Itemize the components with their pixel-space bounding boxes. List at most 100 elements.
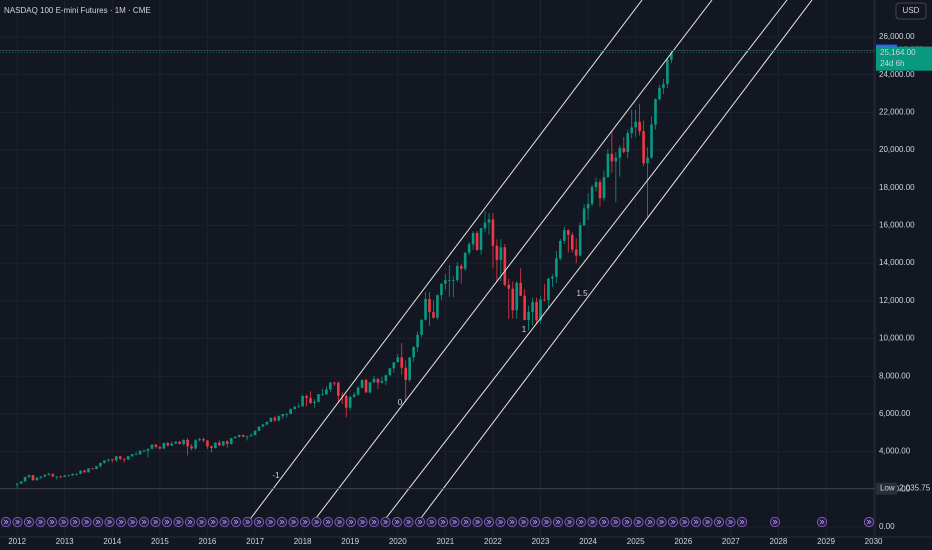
event-glyph xyxy=(682,519,688,525)
y-tick-label: 6,000.00 xyxy=(879,409,911,418)
event-glyph xyxy=(360,519,366,525)
event-glyph xyxy=(659,519,665,525)
candle-body xyxy=(39,476,43,478)
candle-body xyxy=(511,288,515,311)
candle-body xyxy=(467,244,471,253)
candle-body xyxy=(47,473,51,475)
candle-body xyxy=(222,441,225,446)
candle-body xyxy=(487,219,491,223)
event-glyph xyxy=(291,519,297,525)
event-glyph xyxy=(440,519,446,525)
event-glyph xyxy=(636,519,642,525)
low-value: 2,035.75 xyxy=(899,484,931,493)
candle-body xyxy=(79,470,82,474)
candle-body xyxy=(396,357,400,363)
event-glyph xyxy=(279,519,285,525)
candle-body xyxy=(408,357,411,380)
last-value: 25,164.00 xyxy=(880,48,916,57)
event-glyph xyxy=(49,519,55,525)
event-glyph xyxy=(475,519,481,525)
candle-body xyxy=(142,450,146,452)
event-glyph xyxy=(337,519,343,525)
candle-body xyxy=(531,301,534,312)
x-tick-label: 2025 xyxy=(627,537,645,546)
candle-body xyxy=(23,477,27,482)
x-tick-label: 2014 xyxy=(103,537,121,546)
candle-body xyxy=(162,442,166,449)
candle-body xyxy=(103,460,106,463)
event-glyph xyxy=(314,519,320,525)
candle-body xyxy=(158,446,162,449)
event-glyph xyxy=(107,519,113,525)
candle-body xyxy=(218,442,221,446)
candle-body xyxy=(281,414,285,417)
x-tick-label: 2030 xyxy=(865,537,883,546)
event-glyph xyxy=(509,519,515,525)
event-glyph xyxy=(578,519,584,525)
y-tick-label: 18,000.00 xyxy=(879,183,915,192)
event-glyph xyxy=(544,519,550,525)
candle-body xyxy=(523,295,526,321)
candle-body xyxy=(114,456,118,461)
event-glyph xyxy=(199,519,205,525)
event-glyph xyxy=(647,519,653,525)
candle-body xyxy=(51,473,55,477)
candle-body xyxy=(471,232,475,245)
candle-body xyxy=(214,442,217,449)
candle-body xyxy=(412,347,415,358)
candle-body xyxy=(321,394,324,395)
channel-line xyxy=(247,0,643,523)
event-glyph xyxy=(670,519,676,525)
candle-body xyxy=(174,441,178,444)
event-glyph xyxy=(613,519,619,525)
candle-body xyxy=(479,228,483,250)
candle-body xyxy=(245,436,249,438)
candle-body xyxy=(67,475,70,477)
y-tick-label: 14,000.00 xyxy=(879,258,915,267)
candle-body xyxy=(344,395,348,408)
last-tag xyxy=(876,46,932,71)
candle-body xyxy=(352,394,356,397)
x-tick-label: 2013 xyxy=(56,537,74,546)
x-tick-label: 2015 xyxy=(151,537,169,546)
currency-button[interactable] xyxy=(895,2,927,20)
candle-body xyxy=(257,426,261,431)
low-label: Low xyxy=(880,484,895,493)
candle-body xyxy=(305,396,308,398)
candle-body xyxy=(150,444,154,449)
candle-body xyxy=(448,280,451,281)
currency-label[interactable]: USD xyxy=(903,6,920,15)
candle-body xyxy=(249,435,253,437)
event-glyph xyxy=(164,519,170,525)
candle-body xyxy=(122,458,126,460)
candle-body xyxy=(182,439,185,445)
event-glyph xyxy=(245,519,251,525)
candle-body xyxy=(586,203,590,209)
event-glyph xyxy=(705,519,711,525)
candle-body xyxy=(555,258,558,277)
candle-body xyxy=(372,378,376,383)
y-tick-label: 10,000.00 xyxy=(879,334,915,343)
candle-body xyxy=(297,406,300,408)
candle-body xyxy=(333,382,336,384)
event-glyph xyxy=(141,519,147,525)
candle-body xyxy=(416,334,419,348)
candle-body xyxy=(630,127,634,134)
candle-body xyxy=(436,295,439,318)
candle-body xyxy=(539,299,542,321)
candle-body xyxy=(376,378,380,383)
candle-body xyxy=(566,230,570,235)
candle-body xyxy=(515,282,519,311)
y-tick-label: 24,000.00 xyxy=(879,70,915,79)
x-tick-label: 2026 xyxy=(674,537,692,546)
event-glyph xyxy=(15,519,21,525)
candle-body xyxy=(166,442,170,446)
event-glyph xyxy=(383,519,389,525)
event-glyph xyxy=(819,519,825,525)
candle-body xyxy=(27,475,31,478)
candle-body xyxy=(388,368,392,376)
y-tick-label: 16,000.00 xyxy=(879,221,915,230)
candle-body xyxy=(598,182,602,199)
